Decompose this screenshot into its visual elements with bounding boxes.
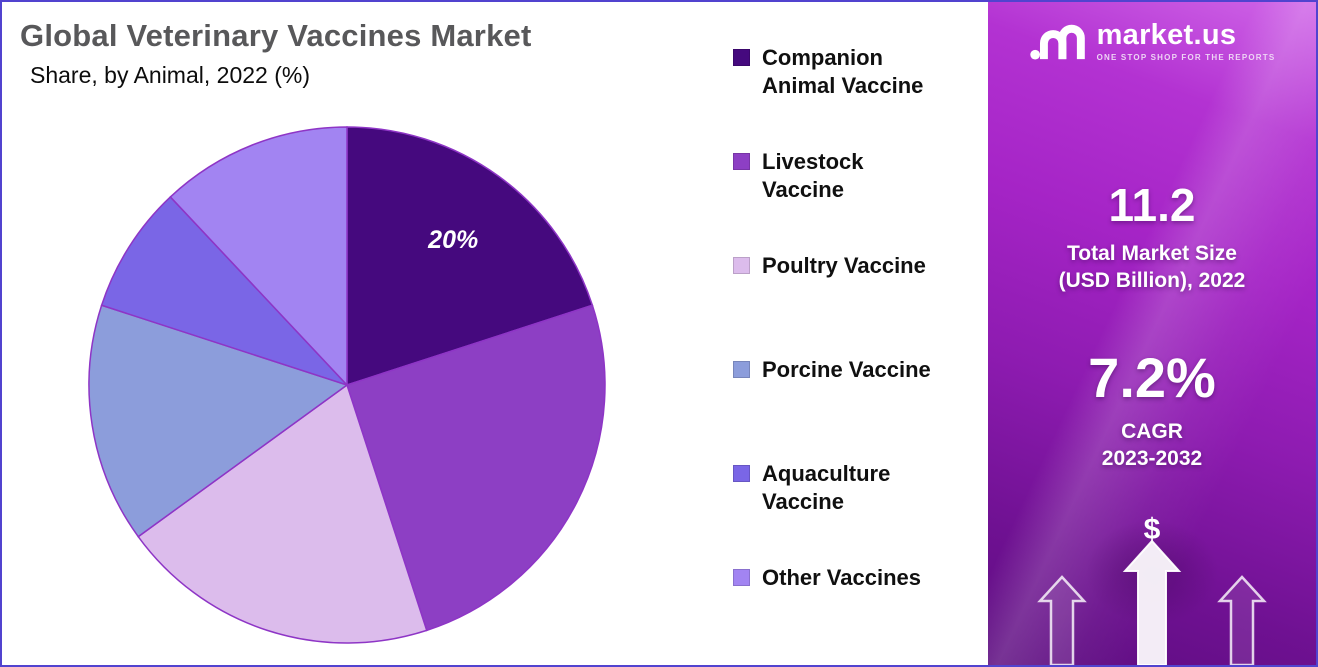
legend-item-3: Poultry Vaccine	[733, 252, 988, 356]
pie-slice-6	[169, 126, 348, 387]
marketus-logo-icon	[1029, 24, 1085, 60]
legend-label: Aquaculture Vaccine	[762, 461, 891, 514]
brand-logo-text: market.us ONE STOP SHOP FOR THE REPORTS	[1097, 20, 1276, 62]
growth-arrows-icon	[1037, 539, 1267, 665]
legend-label: Poultry Vaccine	[762, 253, 926, 278]
legend-swatch	[733, 569, 750, 586]
pie-slice-2	[346, 304, 606, 632]
pie-chart: 20%	[88, 126, 606, 644]
pie-slice-1	[346, 126, 594, 387]
legend-item-1: Companion Animal Vaccine	[733, 44, 988, 148]
legend-swatch	[733, 361, 750, 378]
legend-label: Companion Animal Vaccine	[762, 45, 924, 98]
legend-label: Other Vaccines	[762, 565, 921, 590]
market-size-label-line1: Total Market Size	[1067, 242, 1237, 265]
legend-swatch	[733, 465, 750, 482]
market-size-label-line2: (USD Billion), 2022	[1058, 269, 1246, 292]
pie-slice-3	[137, 383, 428, 644]
legend-item-2: Livestock Vaccine	[733, 148, 988, 252]
legend-swatch	[733, 49, 750, 66]
legend-swatch	[733, 257, 750, 274]
pie-slice-label: 20%	[427, 226, 478, 254]
cagr-label-line2: 2023-2032	[1101, 447, 1203, 470]
page-subtitle: Share, by Animal, 2022 (%)	[30, 62, 310, 88]
cagr-label-line1: CAGR	[1121, 420, 1183, 443]
market-size-value: 11.2	[1108, 179, 1196, 231]
legend-item-5: Aquaculture Vaccine	[733, 460, 988, 564]
legend-item-4: Porcine Vaccine	[733, 356, 988, 460]
legend-swatch	[733, 153, 750, 170]
legend: Companion Animal Vaccine Livestock Vaccine P…	[733, 44, 988, 665]
dollar-icon: $	[1143, 513, 1161, 546]
brand-name: market.us	[1096, 19, 1237, 51]
page-title: Global Veterinary Vaccines Market	[20, 18, 532, 53]
brand-tagline: ONE STOP SHOP FOR THE REPORTS	[1096, 53, 1276, 62]
pie-slice-5	[100, 195, 348, 386]
legend-item-6: Other Vaccines	[733, 564, 988, 665]
brand-panel: market.us ONE STOP SHOP FOR THE REPORTS …	[988, 2, 1316, 665]
legend-label: Livestock Vaccine	[762, 149, 864, 202]
chart-area: Global Veterinary Vaccines Market Share,…	[2, 2, 988, 665]
legend-label: Porcine Vaccine	[762, 357, 931, 382]
cagr-value: 7.2%	[1088, 346, 1216, 409]
cagr-stat: 7.2% CAGR 2023-2032	[988, 348, 1316, 472]
pie-slice-4	[88, 304, 349, 538]
market-size-stat: 11.2 Total Market Size (USD Billion), 20…	[988, 180, 1316, 294]
brand-logo: market.us ONE STOP SHOP FOR THE REPORTS	[988, 20, 1316, 62]
